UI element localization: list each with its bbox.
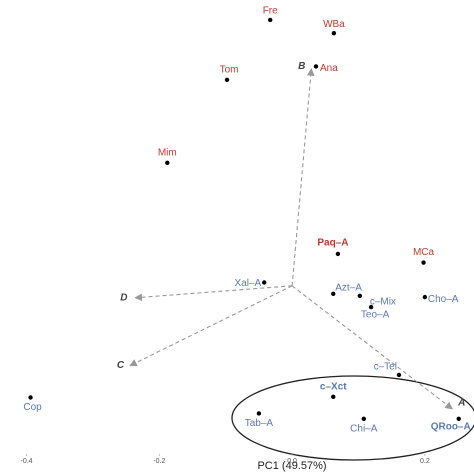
point	[256, 411, 262, 416]
point	[422, 294, 428, 300]
point	[224, 77, 230, 82]
point	[368, 304, 374, 310]
x-tick-label: 0.0	[287, 458, 297, 465]
point	[331, 394, 336, 400]
point-label: c–Xct	[320, 381, 347, 392]
point-label: c–Mix	[370, 296, 396, 307]
point	[262, 280, 267, 285]
point	[456, 416, 461, 421]
point	[331, 31, 337, 36]
loading-arrow	[129, 285, 293, 367]
x-tick-label: -0.4	[21, 458, 33, 465]
point	[335, 251, 341, 257]
point-label: Chi–A	[350, 423, 378, 434]
x-axis-title: PC1 (49.57%)	[257, 460, 326, 472]
point	[165, 160, 170, 166]
loading-arrow	[291, 285, 453, 410]
point-label: Teo–A	[361, 310, 390, 321]
point	[313, 64, 319, 69]
point-label: Tom	[220, 64, 239, 75]
arrow-label: C	[117, 360, 125, 371]
point-label: Azt–A	[335, 282, 362, 293]
arrow-label: D	[120, 292, 127, 303]
point-label: c–Tel	[374, 362, 397, 373]
point	[361, 416, 366, 421]
arrow-label: A	[457, 397, 465, 408]
point	[267, 17, 273, 23]
point-label: Mim	[158, 147, 177, 158]
point-label: Cho–A	[428, 294, 459, 305]
point-label: Fre	[263, 6, 278, 17]
loading-arrow	[134, 285, 293, 302]
point	[331, 291, 336, 296]
point	[396, 372, 402, 378]
point	[421, 260, 426, 265]
point	[357, 293, 363, 298]
point-label: WBa	[323, 19, 345, 30]
point-label: MCa	[413, 247, 435, 258]
point-label: Ana	[320, 63, 338, 74]
cluster-ellipse	[231, 375, 474, 461]
point-label: Cop	[23, 402, 42, 413]
point-label: Xal–A	[235, 278, 262, 289]
point-label: QRoo–A	[431, 421, 471, 432]
loading-arrow	[291, 68, 315, 286]
x-tick-label: 0.2	[420, 458, 430, 465]
arrow-label: B	[298, 61, 305, 72]
x-tick-label: -0.2	[153, 458, 165, 465]
point-label: Tab–A	[245, 418, 274, 429]
point	[28, 395, 33, 400]
point-label: Paq–A	[317, 238, 348, 249]
